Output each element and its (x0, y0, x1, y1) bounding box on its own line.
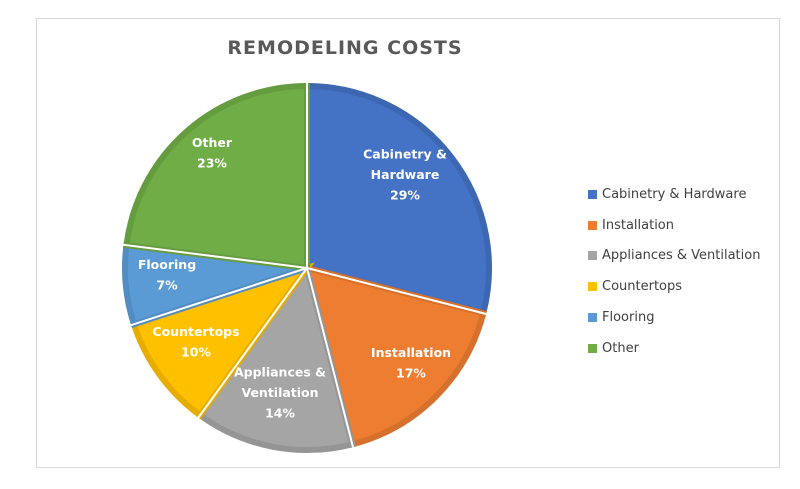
legend-swatch (588, 343, 597, 353)
legend: Cabinetry & Hardware Installation Applia… (588, 179, 760, 364)
data-label: Appliances & Ventilation 14% (234, 365, 326, 421)
pie-slice (123, 82, 310, 272)
legend-label: Countertops (602, 279, 683, 295)
legend-item: Other (588, 333, 760, 364)
data-label: Cabinetry & Hardware 29% (363, 147, 447, 203)
pie-slice (130, 262, 315, 420)
data-label: Flooring 7% (138, 257, 196, 293)
data-label: Countertops 10% (152, 324, 239, 360)
pie-slice (304, 82, 492, 317)
legend-item: Flooring (588, 302, 760, 333)
legend-swatch (588, 313, 597, 323)
data-label: Other 23% (192, 135, 233, 171)
legend-item: Countertops (588, 271, 760, 302)
legend-item: Installation (588, 210, 760, 241)
legend-swatch (588, 189, 597, 199)
legend-label: Flooring (602, 310, 655, 326)
pie-slice (195, 261, 356, 453)
pie-slice (302, 263, 487, 448)
data-label: Installation 17% (371, 345, 451, 381)
legend-item: Cabinetry & Hardware (588, 179, 760, 210)
legend-label: Cabinetry & Hardware (602, 186, 747, 202)
legend-item: Appliances & Ventilation (588, 241, 760, 272)
legend-swatch (588, 282, 597, 292)
legend-label: Installation (602, 217, 675, 233)
chart-title: REMODELING COSTS (227, 37, 463, 59)
legend-swatch (588, 220, 597, 230)
legend-label: Other (602, 340, 639, 356)
legend-swatch (588, 251, 597, 261)
legend-label: Appliances & Ventilation (602, 248, 761, 264)
